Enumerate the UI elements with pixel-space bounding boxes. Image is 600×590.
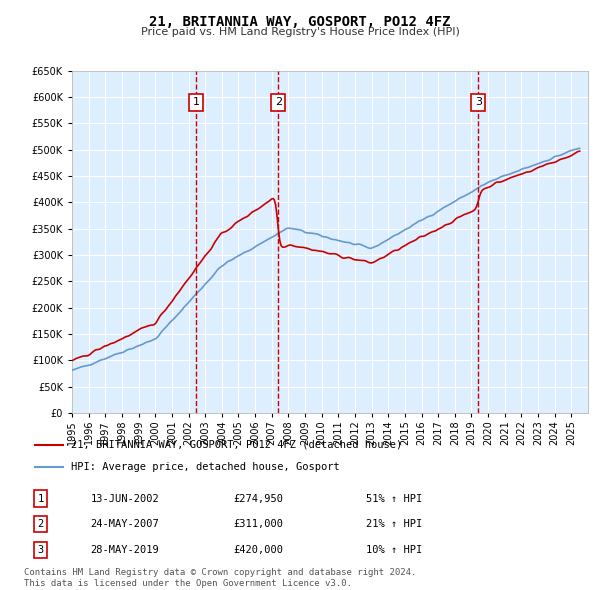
Text: 21% ↑ HPI: 21% ↑ HPI	[366, 519, 422, 529]
Text: 10% ↑ HPI: 10% ↑ HPI	[366, 545, 422, 555]
Text: 21, BRITANNIA WAY, GOSPORT, PO12 4FZ (detached house): 21, BRITANNIA WAY, GOSPORT, PO12 4FZ (de…	[71, 440, 402, 450]
Text: Contains HM Land Registry data © Crown copyright and database right 2024.: Contains HM Land Registry data © Crown c…	[24, 568, 416, 576]
Text: 2: 2	[37, 519, 44, 529]
Text: Price paid vs. HM Land Registry's House Price Index (HPI): Price paid vs. HM Land Registry's House …	[140, 27, 460, 37]
Text: £274,950: £274,950	[234, 494, 284, 503]
Text: 21, BRITANNIA WAY, GOSPORT, PO12 4FZ: 21, BRITANNIA WAY, GOSPORT, PO12 4FZ	[149, 15, 451, 29]
Text: 1: 1	[37, 494, 44, 503]
Text: 28-MAY-2019: 28-MAY-2019	[90, 545, 159, 555]
Text: 2: 2	[275, 97, 282, 107]
Text: £420,000: £420,000	[234, 545, 284, 555]
Text: 3: 3	[475, 97, 482, 107]
Text: HPI: Average price, detached house, Gosport: HPI: Average price, detached house, Gosp…	[71, 462, 340, 472]
Text: This data is licensed under the Open Government Licence v3.0.: This data is licensed under the Open Gov…	[24, 579, 352, 588]
Text: £311,000: £311,000	[234, 519, 284, 529]
Text: 3: 3	[37, 545, 44, 555]
Text: 13-JUN-2002: 13-JUN-2002	[90, 494, 159, 503]
Text: 51% ↑ HPI: 51% ↑ HPI	[366, 494, 422, 503]
Text: 1: 1	[193, 97, 200, 107]
Text: 24-MAY-2007: 24-MAY-2007	[90, 519, 159, 529]
